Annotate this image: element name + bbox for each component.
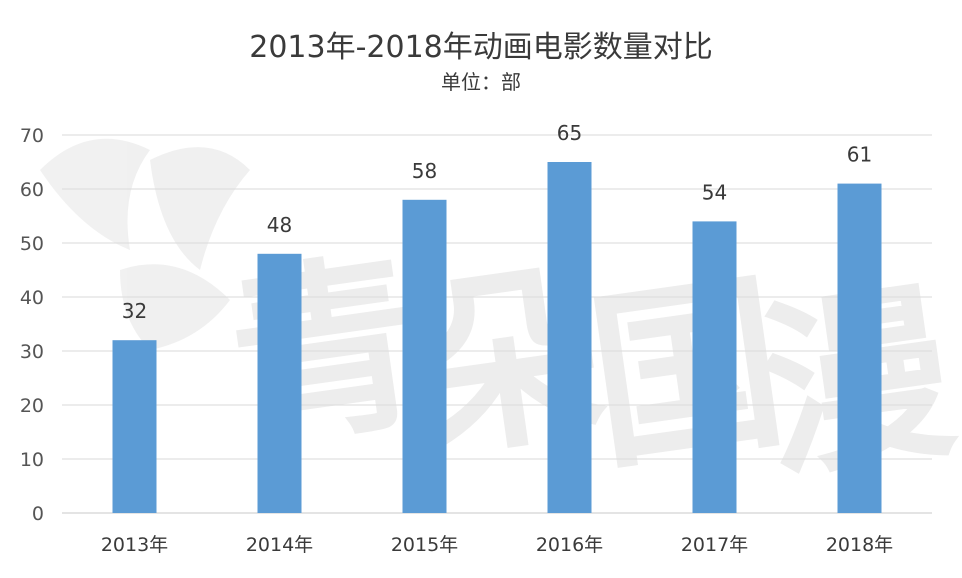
data-label: 65: [557, 121, 582, 145]
data-label: 58: [412, 159, 437, 183]
y-tick-label: 40: [20, 287, 44, 309]
bar: [257, 253, 302, 514]
bar: [837, 183, 882, 513]
x-tick-label: 2013年: [101, 534, 168, 556]
bar: [402, 199, 447, 514]
y-tick-label: 50: [20, 233, 44, 255]
chart-title: 2013年-2018年动画电影数量对比: [249, 30, 713, 65]
x-tick-label: 2018年: [826, 534, 893, 556]
y-tick-label: 60: [20, 179, 44, 201]
bar: [692, 221, 737, 513]
x-tick-label: 2017年: [681, 534, 748, 556]
x-tick-label: 2015年: [391, 534, 458, 556]
x-tick-label: 2014年: [246, 534, 313, 556]
y-tick-label: 10: [20, 449, 44, 471]
y-tick-label: 20: [20, 395, 44, 417]
data-label: 48: [267, 213, 292, 237]
y-tick-label: 30: [20, 341, 44, 363]
x-tick-label: 2016年: [536, 534, 603, 556]
bar: [547, 162, 592, 513]
bar: [112, 340, 157, 513]
data-label: 61: [847, 143, 872, 167]
data-label: 54: [702, 180, 727, 204]
chart-subtitle: 单位：部: [441, 70, 521, 94]
data-label: 32: [122, 299, 147, 323]
y-tick-label: 70: [20, 125, 44, 147]
y-tick-label: 0: [32, 503, 44, 525]
